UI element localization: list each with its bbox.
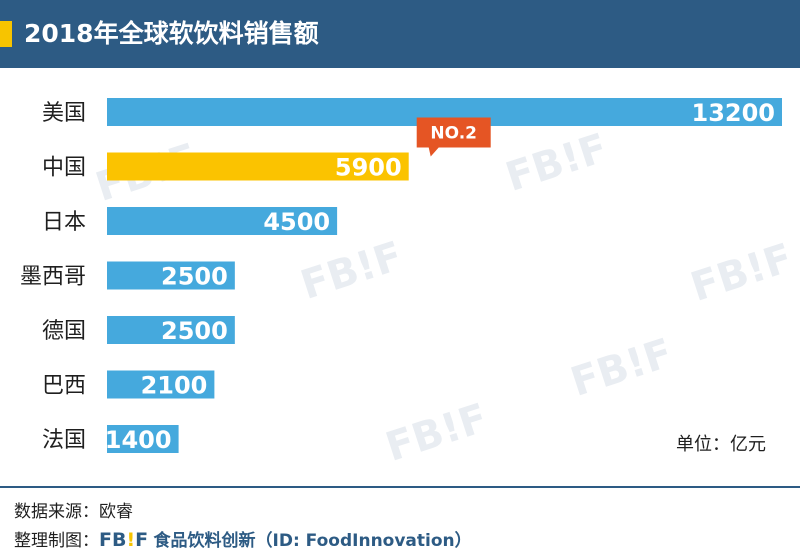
bar (107, 316, 235, 344)
category-label: 日本 (42, 210, 86, 235)
bar-highlight (107, 152, 409, 181)
category-label: 法国 (42, 428, 86, 453)
data-source: 数据来源：欧睿 (14, 502, 133, 522)
rank-badge-text: NO.2 (430, 124, 477, 144)
header-bar: 2018年全球软饮料销售额 (0, 0, 800, 68)
category-label: 巴西 (42, 374, 86, 399)
bar (107, 207, 338, 235)
value-label: 5900 (335, 154, 402, 182)
unit-label: 单位：亿元 (676, 434, 766, 455)
rank-badge (416, 117, 491, 157)
bar (107, 425, 179, 453)
credit-id: （ID: FoodInnovation） (255, 531, 472, 551)
fbif-logo: FB!F (99, 529, 149, 551)
value-label: 2500 (161, 317, 228, 345)
value-label: 4500 (263, 208, 330, 236)
value-label: 2100 (141, 372, 208, 400)
credit-line: 整理制图：FB!F 食品饮料创新（ID: FoodInnovation） (14, 526, 472, 551)
credit-prefix: 整理制图： (14, 531, 99, 551)
value-label: 1400 (105, 426, 172, 454)
value-label: 2500 (161, 263, 228, 291)
value-label: 13200 (692, 99, 776, 127)
bar (107, 261, 235, 290)
footer-divider (0, 486, 800, 488)
category-label: 中国 (42, 156, 86, 181)
header-accent-mark (0, 21, 12, 47)
category-label: 墨西哥 (20, 265, 86, 290)
chart-title: 2018年全球软饮料销售额 (24, 19, 319, 48)
bar-chart: 美国 13200 中国 5900 NO.2 日本 4500 墨西哥 2500 德国 2500 巴西 21… (20, 98, 782, 454)
bar (107, 370, 215, 399)
credit-name: 食品饮料创新 (153, 531, 256, 551)
category-label: 德国 (42, 319, 86, 344)
category-label: 美国 (42, 101, 86, 126)
